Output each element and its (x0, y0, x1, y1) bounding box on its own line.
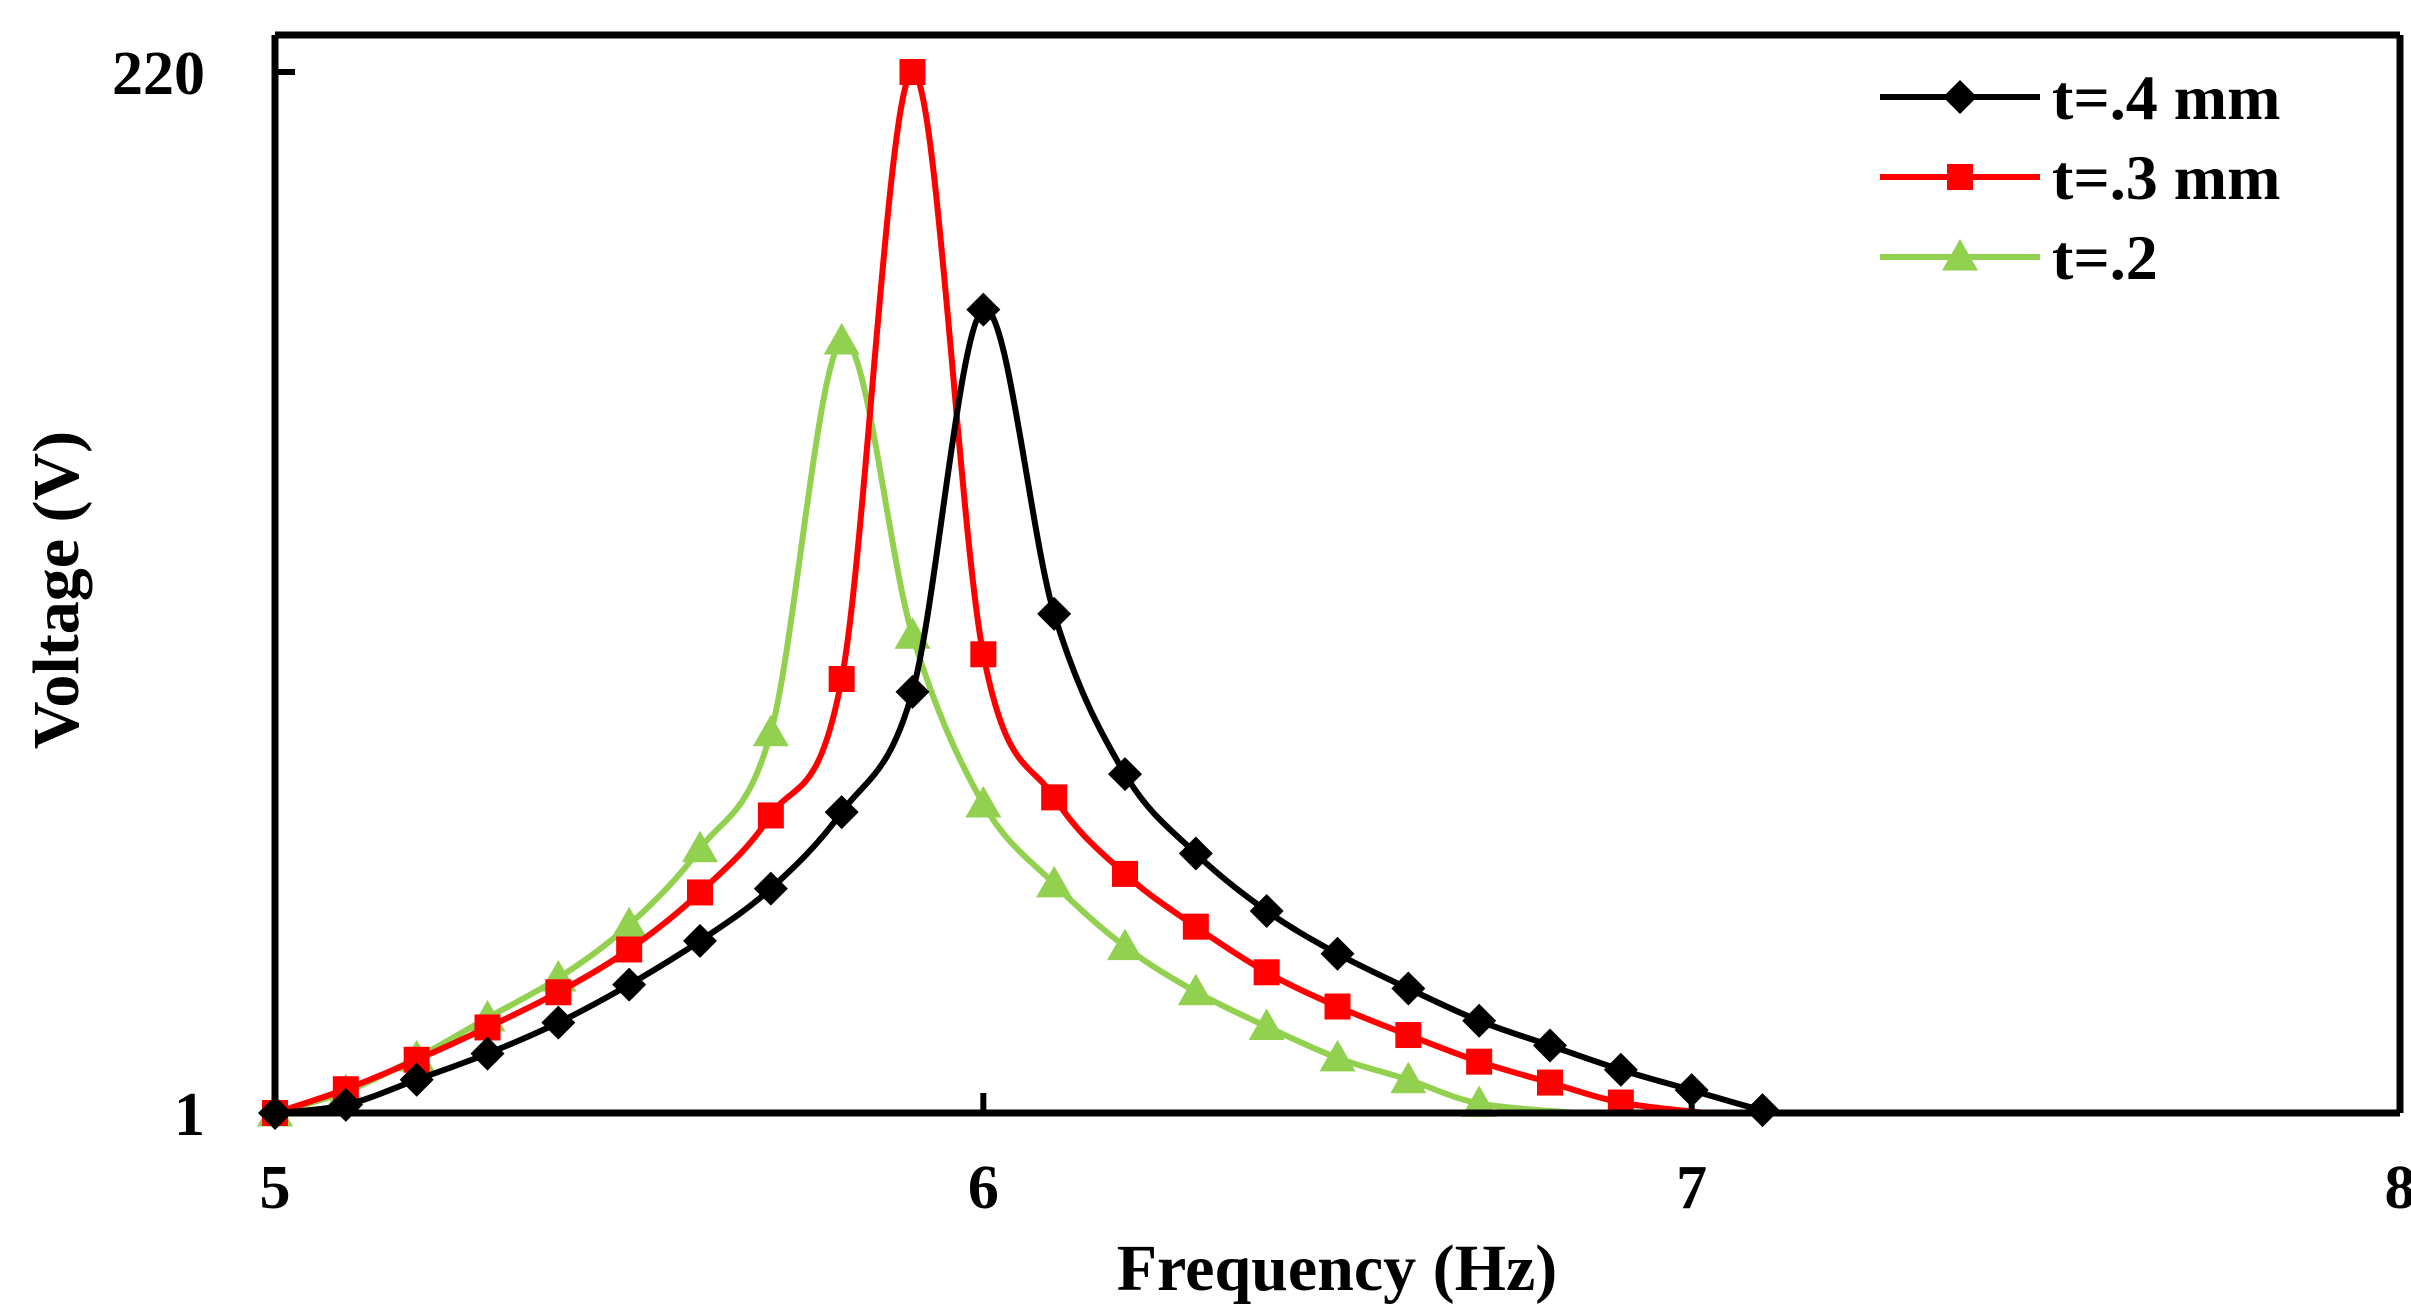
data-point-1-11 (966, 292, 1001, 327)
data-point-1-9 (824, 795, 859, 830)
data-point-3-14 (1177, 973, 1214, 1006)
data-point-3-15 (1248, 1008, 1285, 1040)
data-point-2-7 (687, 879, 713, 906)
legend-marker-1 (1943, 80, 1977, 114)
legend-marker-2 (1947, 164, 1973, 190)
data-point-2-6 (616, 936, 643, 963)
data-point-2-4 (474, 1014, 501, 1041)
x-tick-label-1: 5 (260, 1154, 291, 1222)
data-point-2-18 (1466, 1048, 1493, 1075)
data-point-1-14 (1178, 836, 1213, 871)
data-point-2-10 (899, 59, 926, 85)
data-point-2-19 (1537, 1069, 1563, 1096)
x-tick-label-2: 6 (968, 1154, 999, 1222)
axes-layer: 5 6 7 8 1 220 (112, 31, 2411, 1222)
data-point-1-3 (399, 1062, 434, 1097)
data-point-3-12 (1036, 865, 1073, 898)
data-point-2-14 (1182, 913, 1209, 940)
y-tick-label-2: 220 (112, 40, 205, 108)
data-point-3-9 (823, 323, 860, 355)
legend-marker-3 (1942, 239, 1978, 271)
data-point-1-5 (541, 1005, 576, 1040)
data-point-2-17 (1395, 1022, 1422, 1049)
data-point-3-8 (752, 714, 789, 747)
data-point-2-9 (828, 666, 855, 693)
data-point-1-12 (1037, 596, 1072, 631)
legend-label-1: t=.4 mm (2052, 62, 2280, 133)
data-point-2-15 (1253, 959, 1280, 986)
data-point-2-12 (1041, 784, 1068, 811)
series-line-3 (272, 337, 1582, 1116)
data-point-3-16 (1319, 1039, 1356, 1072)
x-tick-label-3: 7 (1676, 1154, 1707, 1222)
data-point-1-6 (612, 967, 647, 1002)
legend-label-2: t=.3 mm (2052, 142, 2280, 213)
data-point-3-13 (1107, 928, 1143, 961)
data-point-3-17 (1390, 1061, 1427, 1094)
data-point-1-16 (1320, 936, 1355, 971)
data-point-1-21 (1674, 1073, 1709, 1108)
data-point-3-18 (1461, 1085, 1498, 1117)
data-point-2-16 (1324, 993, 1351, 1020)
series-line-1 (272, 306, 1801, 1116)
data-point-1-18 (1462, 1003, 1497, 1038)
legend-item-2: t=.3 mm (1880, 142, 2280, 213)
data-point-2-8 (757, 802, 784, 829)
data-point-1-20 (1603, 1052, 1638, 1087)
data-point-1-4 (470, 1036, 505, 1071)
x-axis-title: Frequency (Hz) (1117, 1232, 1558, 1305)
data-point-3-7 (682, 830, 718, 863)
data-point-1-13 (1108, 757, 1142, 792)
data-point-2-13 (1112, 860, 1138, 887)
y-tick-label-1: 1 (174, 1081, 205, 1149)
data-point-2-11 (970, 641, 997, 668)
legend-item-3: t=.2 (1880, 222, 2158, 293)
data-point-1-7 (683, 923, 717, 958)
data-point-1-8 (753, 871, 788, 906)
x-tick-label-4: 8 (2385, 1154, 2411, 1222)
data-point-1-10 (895, 674, 930, 709)
data-point-3-6 (611, 906, 648, 939)
data-point-2-5 (545, 979, 572, 1006)
y-axis-title: Voltage (V) (20, 431, 93, 749)
legend: t=.4 mm t=.3 mm t=.2 (1880, 62, 2280, 293)
data-point-1-19 (1533, 1028, 1567, 1063)
legend-label-3: t=.2 (2052, 222, 2158, 293)
data-point-1-17 (1391, 971, 1426, 1006)
data-point-1-15 (1249, 893, 1284, 928)
legend-item-1: t=.4 mm (1880, 62, 2280, 133)
data-point-3-11 (965, 786, 1002, 818)
